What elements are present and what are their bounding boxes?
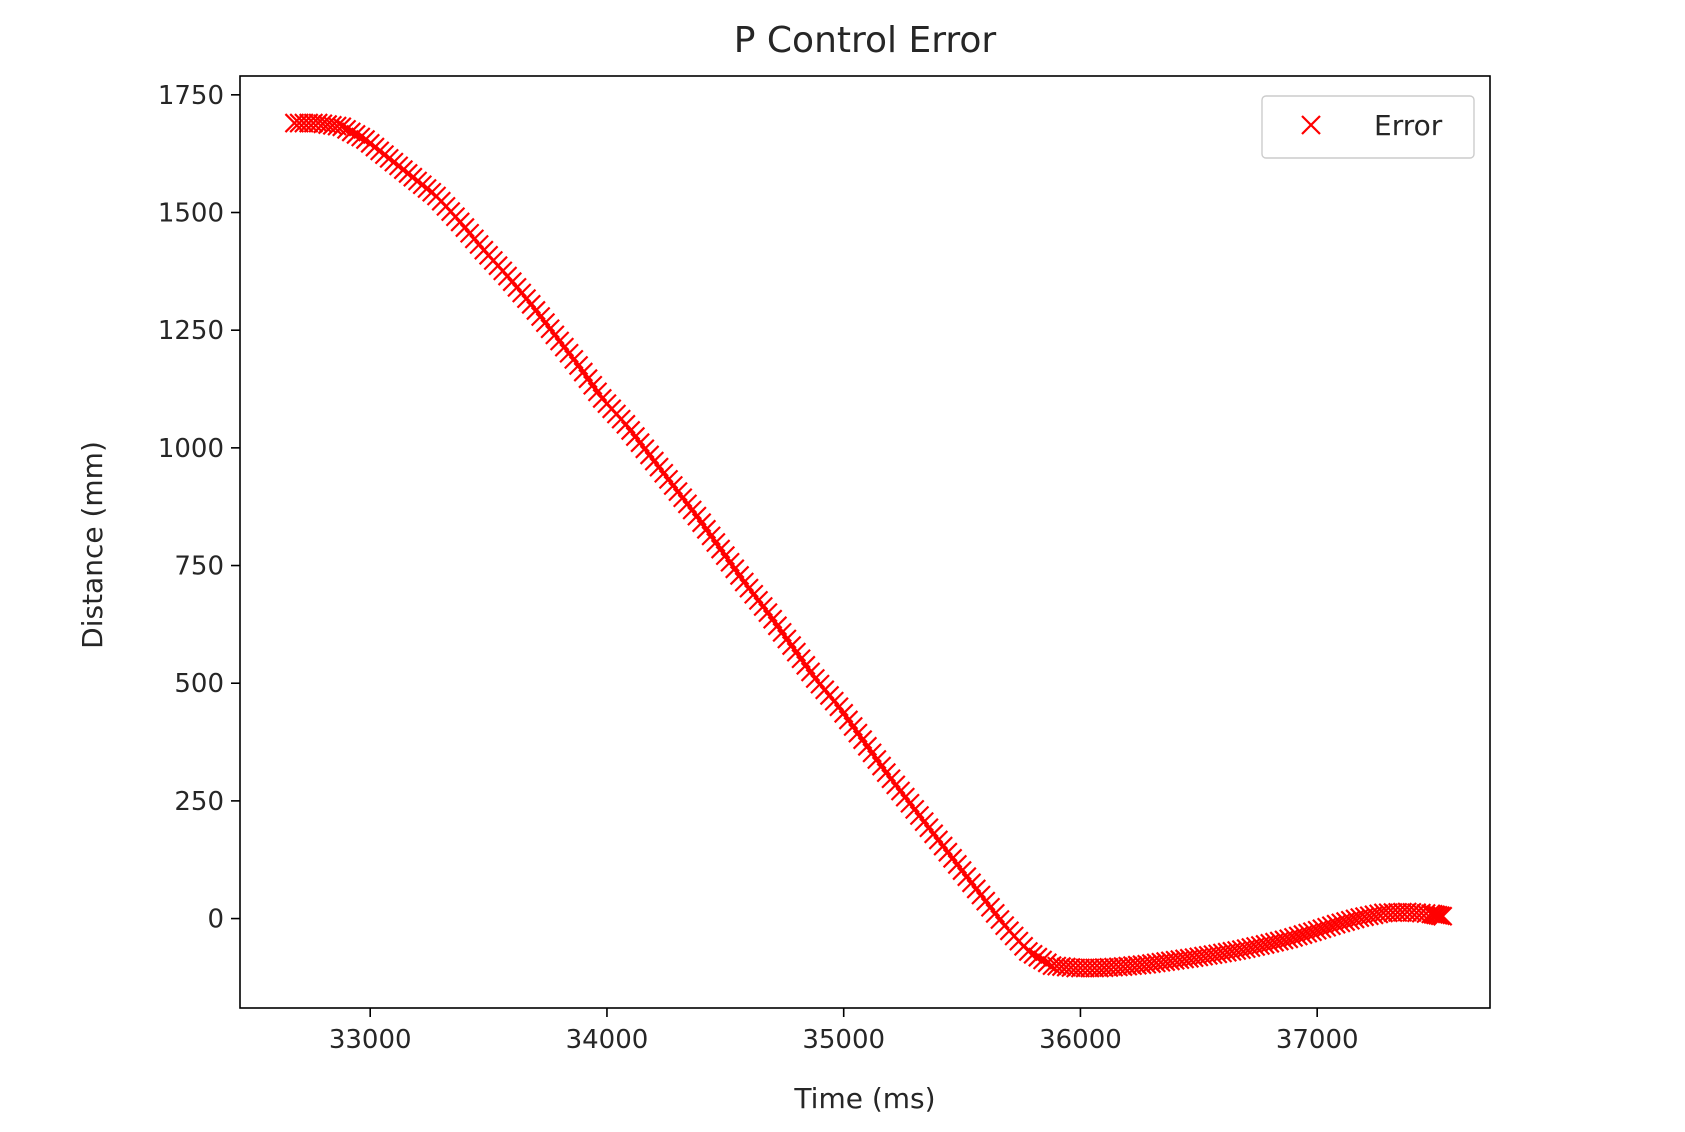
y-axis-label: Distance (mm) [76, 441, 109, 649]
y-axis: 0 250 500 750 1000 1250 1500 1750 [158, 81, 240, 935]
data-point [1028, 947, 1048, 967]
data-point [1084, 958, 1105, 978]
data-point [1425, 905, 1446, 925]
legend-box [1261, 95, 1475, 159]
x-tick-label: 33000 [329, 1025, 412, 1055]
data-point [1432, 906, 1453, 926]
data-point [1018, 941, 1039, 962]
chart-title: P Control Error [734, 20, 997, 61]
x-axis-label: Time (ms) [793, 1082, 935, 1115]
data-point [341, 122, 362, 142]
y-tick-label: 0 [207, 905, 224, 935]
data-point [332, 117, 352, 137]
y-tick-label: 1000 [158, 434, 224, 464]
plot-area [239, 75, 1491, 1009]
legend-marker-x-icon [1301, 115, 1321, 135]
error-series [284, 113, 1453, 978]
data-point [1378, 902, 1398, 923]
data-point [1428, 905, 1448, 926]
y-tick-label: 1750 [158, 81, 224, 111]
data-point [1070, 958, 1091, 978]
legend: Error [1261, 95, 1475, 159]
y-tick-label: 1250 [158, 316, 224, 346]
y-tick-label: 750 [174, 552, 224, 582]
y-tick-label: 250 [174, 787, 224, 817]
data-point [1065, 958, 1086, 978]
y-tick-label: 500 [174, 669, 224, 699]
data-point [284, 113, 305, 133]
data-point [1430, 905, 1451, 926]
data-point [1392, 902, 1413, 922]
data-point [289, 113, 309, 133]
x-tick-label: 36000 [1039, 1025, 1122, 1055]
legend-entry-error: Error [1374, 109, 1443, 142]
data-point [1032, 950, 1053, 970]
x-tick-label: 34000 [566, 1025, 649, 1055]
data-point [1061, 957, 1081, 978]
data-point [336, 119, 357, 140]
data-point [1075, 958, 1095, 978]
data-point [1080, 958, 1100, 978]
data-point [1023, 944, 1043, 965]
data-point [1373, 903, 1394, 923]
y-tick-label: 1500 [158, 199, 224, 229]
x-tick-label: 37000 [1276, 1025, 1359, 1055]
data-point [1383, 902, 1403, 923]
x-axis: 33000 34000 35000 36000 37000 [329, 1008, 1359, 1055]
data-point [346, 124, 366, 145]
data-point [1387, 902, 1408, 923]
x-tick-label: 35000 [802, 1025, 885, 1055]
data-point [294, 113, 314, 133]
data-point [350, 127, 371, 147]
